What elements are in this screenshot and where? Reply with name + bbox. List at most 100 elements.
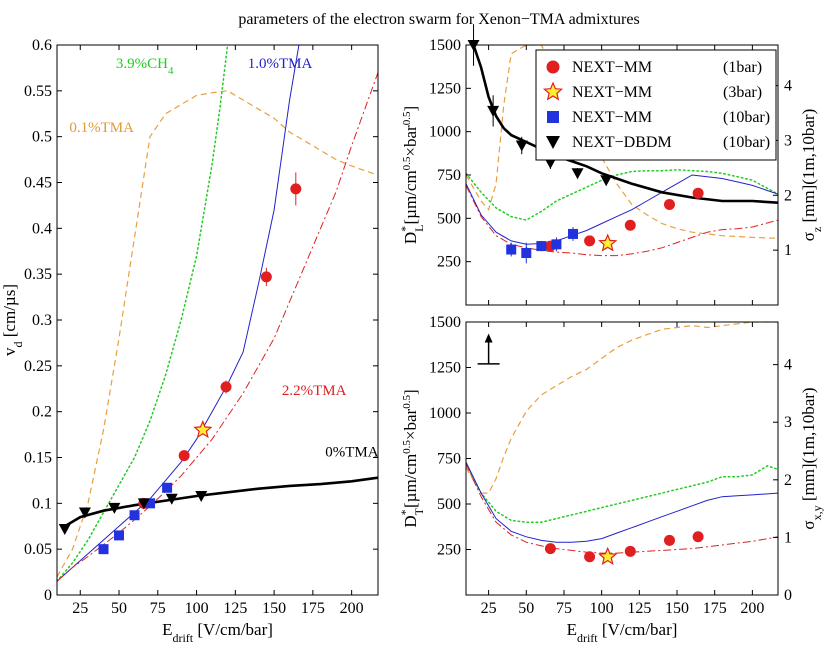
data-point-triangle (165, 493, 178, 505)
series-line-2 (57, 45, 300, 582)
y-label-sup3: 0.5 (401, 111, 413, 125)
data-point-square (145, 498, 156, 509)
y-tick-label: 500 (437, 210, 461, 227)
y2-tick-label: 1 (784, 242, 792, 259)
legend-condition: (1bar) (723, 59, 762, 76)
y-tick-label: 0.15 (24, 450, 52, 467)
series-line-0 (57, 90, 378, 577)
y-tick-label: 250 (437, 254, 461, 271)
y-label-sup3: 0.5 (401, 395, 413, 409)
data-point-circle (178, 450, 190, 462)
data-point-triangle (195, 491, 208, 502)
legend-marker-square (547, 111, 559, 123)
y2-label-sub: x,y (810, 505, 824, 520)
data-point-circle (663, 198, 675, 210)
series-lines (466, 322, 778, 554)
x-tick-label: 125 (223, 600, 247, 617)
data-point-triangle (58, 524, 71, 535)
x-tick-label: 25 (72, 600, 88, 617)
x-label-rest: [V/cm/bar] (193, 620, 273, 639)
data-point-circle (692, 531, 704, 543)
series-points (467, 24, 704, 264)
y-tick-label: 0.55 (24, 83, 52, 100)
series-points (58, 172, 302, 555)
data-point-square (98, 544, 109, 555)
legend-label: NEXT−DBDM (572, 134, 672, 151)
y-tick-label: 0.1 (32, 495, 52, 512)
data-point-circle (220, 381, 232, 393)
vd-chart: 25 50 75 100 125 150 175 200 0 0.05 0.1 0.15 0.2 0.25… (0, 37, 379, 645)
data-point-triangle (137, 498, 150, 510)
series-line-4 (472, 45, 778, 204)
y-tick-label: 1500 (429, 37, 461, 54)
series-line-3 (466, 463, 778, 554)
data-point-star (193, 419, 213, 439)
series-line-2 (466, 461, 778, 543)
x-tick-label: 50 (111, 600, 127, 617)
series-line-1 (466, 169, 778, 221)
data-point-square (551, 239, 562, 250)
arrow-head (484, 333, 493, 343)
y-label-sup: * (398, 226, 412, 232)
annotation-1: 1.0%TMA (248, 56, 313, 72)
y-tick-label: 1000 (429, 124, 461, 141)
data-point-square (521, 248, 532, 258)
series-lines (466, 45, 778, 257)
data-point-square (129, 510, 140, 521)
annotation-text: 2.2%TMA (282, 383, 347, 399)
y-tick-label: 1250 (429, 360, 461, 377)
y2-tick-label: 1 (784, 529, 792, 546)
data-point-circle (544, 543, 556, 555)
annotation-text: 0.1%TMA (69, 120, 134, 136)
annotation-2: 0.1%TMA (69, 120, 134, 136)
x-tick-label: 75 (556, 600, 572, 617)
data-point-triangle (108, 502, 121, 514)
x-tick-label: 100 (185, 600, 209, 617)
data-point-circle (692, 187, 704, 199)
annotation-4: 0%TMA (325, 445, 378, 461)
y-tick-label: 0.4 (32, 220, 52, 237)
y-label-rest: [cm/µs] (0, 284, 19, 341)
x-tick-label: 100 (590, 600, 614, 617)
data-point-square (162, 482, 173, 493)
y-tick-label: 750 (437, 451, 461, 468)
dt-chart: 25 50 75 100 125 150 175 200 250 500 750 1000 1250 15… (398, 314, 824, 645)
x-tick-label: 50 (518, 600, 534, 617)
data-point-circle (624, 545, 636, 557)
annotation-0: 3.9%CH4 (116, 56, 174, 77)
legend-label: NEXT−MM (572, 109, 652, 126)
y-axis-label: D*L[µm/cm0.5×bar0.5] (398, 106, 426, 244)
legend: NEXT−MM (1bar) NEXT−MM (3bar) NEXT−MM (10bar)… (535, 49, 777, 161)
x-label-sub: drift (172, 631, 193, 645)
legend-marker-star (542, 81, 564, 101)
data-point-square (114, 530, 125, 541)
y2-tick-label: 2 (784, 472, 792, 489)
y-label-rest: [µm/cm (401, 454, 420, 508)
y-tick-label: 0.2 (32, 404, 52, 421)
y-tick-label: 1250 (429, 80, 461, 97)
annotation-text: 1.0%TMA (248, 56, 313, 72)
y2-tick-label: 3 (784, 132, 792, 149)
y2-label-main: σ (799, 520, 818, 529)
x-axis-label: Edrift [V/cm/bar] (162, 620, 273, 645)
y-tick-label: 0.25 (24, 358, 52, 375)
y-tick-label: 500 (437, 496, 461, 513)
y-label-sup: * (398, 509, 412, 515)
y-tick-label: 0.6 (32, 37, 52, 54)
legend-box (535, 49, 777, 161)
data-point-triangle (515, 140, 528, 152)
y2-axis-label: σz [mm](1m,10bar) (799, 109, 824, 242)
y-tick-label: 250 (437, 542, 461, 559)
series-line-2 (466, 174, 778, 245)
data-point-triangle (78, 507, 91, 519)
x-tick-label: 125 (627, 600, 651, 617)
annotation-text: 0%TMA (325, 445, 378, 461)
y2-label-main: σ (799, 232, 818, 241)
series-points (544, 531, 704, 565)
y-label-rest2: ×bar (401, 125, 420, 157)
legend-condition: (10bar) (723, 109, 770, 126)
data-point-star (598, 546, 618, 565)
legend-marker-triangle (546, 136, 560, 149)
data-point-circle (290, 183, 302, 195)
legend-condition: (10bar) (723, 134, 770, 151)
